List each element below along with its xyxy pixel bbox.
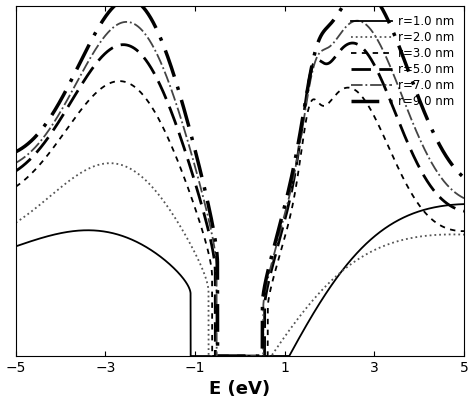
Line: r=9.0 nm: r=9.0 nm [16,0,464,356]
r=3.0 nm [36,164,41,169]
r=7.0 nm [36,141,41,146]
r=3.0 nm [13,184,18,189]
r=3.0 nm [278,248,284,252]
r=5.0 nm [212,354,218,358]
r=9.0 nm [278,218,284,223]
r=9.0 nm [215,354,220,358]
r=3.0 nm [346,85,351,90]
r=9.0 nm [175,86,181,91]
r=7.0 nm [461,196,467,201]
r=1.0 nm [278,354,284,358]
r=3.0 nm [461,229,467,234]
r=5.0 nm [175,128,181,133]
r=3.0 nm [175,160,181,164]
r=9.0 nm [36,131,41,136]
Legend: r=1.0 nm, r=2.0 nm, r=3.0 nm, r=5.0 nm, r=7.0 nm, r=9.0 nm: r=1.0 nm, r=2.0 nm, r=3.0 nm, r=5.0 nm, … [347,11,458,111]
r=2.0 nm [278,339,284,344]
r=5.0 nm [350,40,356,45]
r=3.0 nm [117,79,122,84]
r=2.0 nm [107,161,113,166]
r=5.0 nm [346,42,351,46]
Line: r=1.0 nm: r=1.0 nm [16,204,464,356]
r=5.0 nm [278,231,284,236]
r=7.0 nm [298,137,303,141]
r=7.0 nm [175,107,181,112]
Line: r=2.0 nm: r=2.0 nm [16,163,464,356]
r=2.0 nm [461,232,467,237]
r=2.0 nm [206,354,211,358]
r=7.0 nm [369,29,375,34]
r=2.0 nm [346,264,351,269]
r=7.0 nm [278,226,284,231]
Line: r=7.0 nm: r=7.0 nm [16,21,464,356]
r=5.0 nm [36,148,41,153]
r=3.0 nm [369,110,375,115]
r=1.0 nm [461,202,467,206]
r=2.0 nm [13,220,18,225]
r=1.0 nm [369,236,375,241]
r=1.0 nm [188,354,193,358]
Line: r=3.0 nm: r=3.0 nm [16,81,464,356]
r=3.0 nm [298,153,303,158]
r=5.0 nm [461,209,467,214]
r=1.0 nm [36,236,41,241]
r=5.0 nm [369,59,375,63]
r=1.0 nm [175,270,181,275]
r=5.0 nm [298,134,303,139]
r=5.0 nm [13,168,18,173]
X-axis label: E (eV): E (eV) [210,381,271,398]
r=9.0 nm [13,149,18,154]
r=9.0 nm [346,0,351,1]
r=2.0 nm [36,204,41,208]
r=2.0 nm [175,220,181,225]
Line: r=5.0 nm: r=5.0 nm [16,43,464,356]
r=7.0 nm [346,22,351,27]
r=7.0 nm [354,18,360,23]
r=1.0 nm [298,333,303,338]
r=2.0 nm [369,249,375,254]
r=7.0 nm [214,354,219,358]
r=1.0 nm [13,244,18,249]
r=2.0 nm [298,313,303,318]
r=9.0 nm [298,127,303,132]
r=3.0 nm [210,354,215,358]
r=1.0 nm [346,261,351,265]
r=7.0 nm [13,160,18,165]
r=9.0 nm [461,175,467,180]
